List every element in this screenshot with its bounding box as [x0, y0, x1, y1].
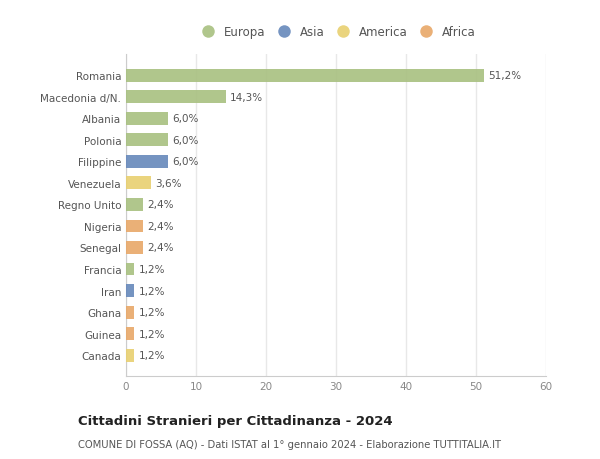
Bar: [126, 263, 134, 276]
Bar: [126, 306, 134, 319]
Bar: [126, 199, 143, 212]
Text: 6,0%: 6,0%: [172, 157, 199, 167]
Bar: [126, 91, 226, 104]
Bar: [126, 70, 484, 83]
Text: 2,4%: 2,4%: [147, 222, 173, 231]
Text: 6,0%: 6,0%: [172, 135, 199, 146]
Text: 3,6%: 3,6%: [155, 179, 182, 189]
Bar: [126, 285, 134, 297]
Text: 1,2%: 1,2%: [139, 329, 165, 339]
Bar: [126, 241, 143, 254]
Bar: [126, 112, 168, 125]
Bar: [126, 349, 134, 362]
Text: 1,2%: 1,2%: [139, 264, 165, 274]
Text: 51,2%: 51,2%: [488, 71, 522, 81]
Bar: [126, 177, 151, 190]
Text: 6,0%: 6,0%: [172, 114, 199, 124]
Text: 1,2%: 1,2%: [139, 350, 165, 360]
Bar: [126, 220, 143, 233]
Text: 1,2%: 1,2%: [139, 308, 165, 317]
Legend: Europa, Asia, America, Africa: Europa, Asia, America, Africa: [193, 22, 479, 42]
Bar: [126, 156, 168, 168]
Bar: [126, 134, 168, 147]
Text: 2,4%: 2,4%: [147, 200, 173, 210]
Text: 1,2%: 1,2%: [139, 286, 165, 296]
Text: 2,4%: 2,4%: [147, 243, 173, 253]
Text: 14,3%: 14,3%: [230, 93, 263, 103]
Text: COMUNE DI FOSSA (AQ) - Dati ISTAT al 1° gennaio 2024 - Elaborazione TUTTITALIA.I: COMUNE DI FOSSA (AQ) - Dati ISTAT al 1° …: [78, 440, 501, 449]
Text: Cittadini Stranieri per Cittadinanza - 2024: Cittadini Stranieri per Cittadinanza - 2…: [78, 414, 392, 428]
Bar: [126, 327, 134, 340]
